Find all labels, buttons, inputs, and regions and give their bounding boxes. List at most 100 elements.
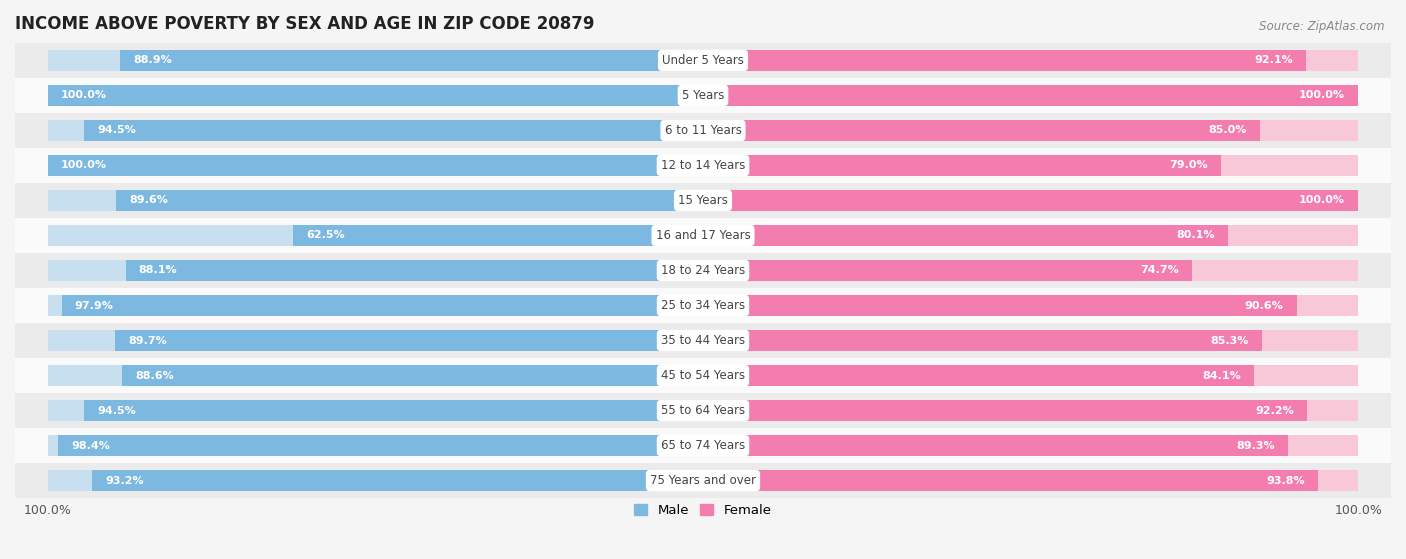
Text: 5 Years: 5 Years bbox=[682, 89, 724, 102]
Bar bbox=[703, 225, 1358, 247]
Bar bbox=[294, 225, 703, 247]
Text: 12 to 14 Years: 12 to 14 Years bbox=[661, 159, 745, 172]
Bar bbox=[125, 259, 703, 281]
Bar bbox=[15, 323, 1391, 358]
Text: 90.6%: 90.6% bbox=[1244, 301, 1284, 310]
Bar bbox=[15, 463, 1391, 498]
Bar bbox=[48, 400, 703, 421]
Bar bbox=[48, 470, 703, 491]
Text: 15 Years: 15 Years bbox=[678, 194, 728, 207]
Bar bbox=[48, 225, 703, 247]
Bar bbox=[93, 470, 703, 491]
Text: 18 to 24 Years: 18 to 24 Years bbox=[661, 264, 745, 277]
Text: 74.7%: 74.7% bbox=[1140, 266, 1180, 276]
Text: 65 to 74 Years: 65 to 74 Years bbox=[661, 439, 745, 452]
Bar bbox=[703, 364, 1254, 386]
Bar bbox=[703, 295, 1296, 316]
Bar bbox=[84, 120, 703, 141]
Text: 98.4%: 98.4% bbox=[72, 440, 110, 451]
Bar bbox=[48, 259, 703, 281]
Bar bbox=[62, 295, 703, 316]
Text: 62.5%: 62.5% bbox=[307, 230, 346, 240]
Text: 94.5%: 94.5% bbox=[97, 406, 135, 415]
Text: 85.3%: 85.3% bbox=[1211, 335, 1249, 345]
Legend: Male, Female: Male, Female bbox=[627, 497, 779, 523]
Text: 88.9%: 88.9% bbox=[134, 55, 173, 65]
Bar bbox=[703, 155, 1220, 176]
Bar bbox=[15, 113, 1391, 148]
Bar bbox=[703, 470, 1358, 491]
Bar bbox=[48, 50, 703, 71]
Bar bbox=[703, 84, 1358, 106]
Bar bbox=[15, 78, 1391, 113]
Text: 80.1%: 80.1% bbox=[1177, 230, 1215, 240]
Bar bbox=[15, 148, 1391, 183]
Bar bbox=[703, 364, 1358, 386]
Bar bbox=[48, 295, 703, 316]
Bar bbox=[121, 50, 703, 71]
Bar bbox=[703, 190, 1358, 211]
Bar bbox=[15, 428, 1391, 463]
Text: 79.0%: 79.0% bbox=[1168, 160, 1208, 170]
Bar bbox=[703, 330, 1358, 352]
Bar bbox=[48, 364, 703, 386]
Bar bbox=[122, 364, 703, 386]
Bar bbox=[703, 120, 1358, 141]
Bar bbox=[48, 330, 703, 352]
Bar bbox=[703, 435, 1288, 457]
Text: 84.1%: 84.1% bbox=[1202, 371, 1241, 381]
Bar bbox=[15, 253, 1391, 288]
Bar bbox=[84, 400, 703, 421]
Bar bbox=[703, 225, 1227, 247]
Text: 100.0%: 100.0% bbox=[60, 160, 107, 170]
Text: 100.0%: 100.0% bbox=[1299, 91, 1346, 101]
Bar bbox=[48, 435, 703, 457]
Bar bbox=[703, 84, 1358, 106]
Bar bbox=[48, 190, 703, 211]
Bar bbox=[703, 50, 1358, 71]
Bar bbox=[115, 330, 703, 352]
Text: 35 to 44 Years: 35 to 44 Years bbox=[661, 334, 745, 347]
Text: 45 to 54 Years: 45 to 54 Years bbox=[661, 369, 745, 382]
Bar bbox=[15, 183, 1391, 218]
Bar bbox=[703, 50, 1306, 71]
Bar bbox=[48, 155, 703, 176]
Text: 97.9%: 97.9% bbox=[75, 301, 114, 310]
Bar bbox=[15, 393, 1391, 428]
Text: 55 to 64 Years: 55 to 64 Years bbox=[661, 404, 745, 417]
Text: 89.3%: 89.3% bbox=[1236, 440, 1275, 451]
Text: Under 5 Years: Under 5 Years bbox=[662, 54, 744, 67]
Text: 89.7%: 89.7% bbox=[128, 335, 167, 345]
Bar bbox=[703, 400, 1358, 421]
Bar bbox=[48, 84, 703, 106]
Text: 16 and 17 Years: 16 and 17 Years bbox=[655, 229, 751, 242]
Text: 92.2%: 92.2% bbox=[1256, 406, 1294, 415]
Text: 88.1%: 88.1% bbox=[139, 266, 177, 276]
Text: 93.8%: 93.8% bbox=[1265, 476, 1305, 486]
Text: 88.6%: 88.6% bbox=[135, 371, 174, 381]
Text: INCOME ABOVE POVERTY BY SEX AND AGE IN ZIP CODE 20879: INCOME ABOVE POVERTY BY SEX AND AGE IN Z… bbox=[15, 15, 595, 33]
Bar bbox=[703, 259, 1358, 281]
Text: 93.2%: 93.2% bbox=[105, 476, 143, 486]
Bar bbox=[703, 259, 1192, 281]
Bar bbox=[48, 155, 703, 176]
Bar bbox=[15, 218, 1391, 253]
Text: 6 to 11 Years: 6 to 11 Years bbox=[665, 124, 741, 137]
Text: 100.0%: 100.0% bbox=[1299, 196, 1346, 206]
Bar bbox=[703, 120, 1260, 141]
Bar bbox=[703, 330, 1263, 352]
Bar bbox=[703, 155, 1358, 176]
Bar bbox=[15, 358, 1391, 393]
Text: 94.5%: 94.5% bbox=[97, 125, 135, 135]
Bar bbox=[703, 470, 1317, 491]
Bar bbox=[15, 288, 1391, 323]
Bar bbox=[115, 190, 703, 211]
Bar bbox=[703, 190, 1358, 211]
Bar bbox=[703, 400, 1308, 421]
Text: Source: ZipAtlas.com: Source: ZipAtlas.com bbox=[1260, 20, 1385, 32]
Bar bbox=[703, 435, 1358, 457]
Text: 89.6%: 89.6% bbox=[129, 196, 167, 206]
Text: 75 Years and over: 75 Years and over bbox=[650, 474, 756, 487]
Text: 85.0%: 85.0% bbox=[1209, 125, 1247, 135]
Bar bbox=[703, 295, 1358, 316]
